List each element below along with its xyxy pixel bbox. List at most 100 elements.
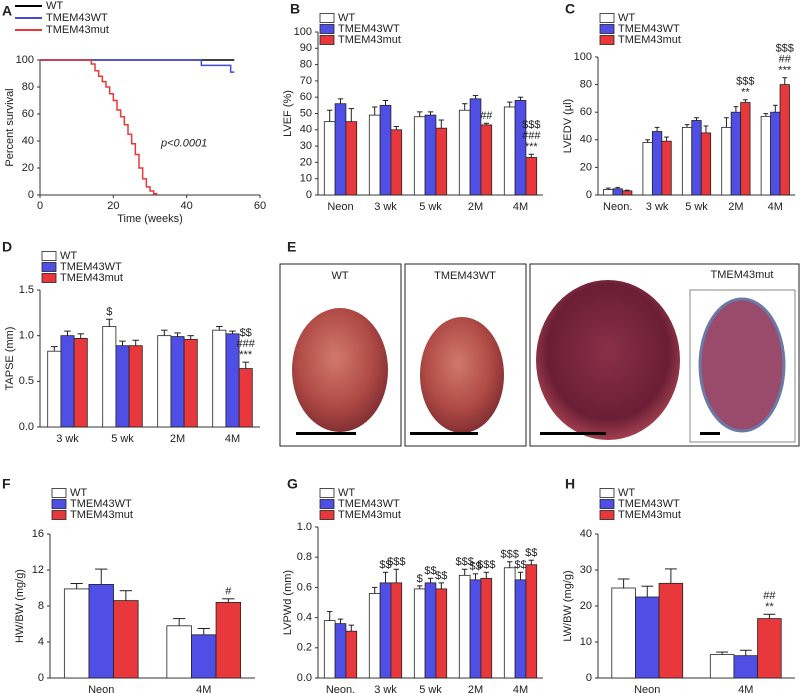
x-tick-label: Neon. xyxy=(603,201,632,213)
legend-label: TMEM43mut xyxy=(46,24,109,36)
y-tick-label: 70 xyxy=(300,75,312,87)
legend-label: TMEM43mut xyxy=(618,509,681,521)
y-tick-label: 16 xyxy=(32,528,44,540)
bar xyxy=(88,584,114,679)
bar xyxy=(102,326,117,428)
legend-swatch xyxy=(319,488,335,498)
scale-bar xyxy=(410,432,478,435)
panel-letter: C xyxy=(565,1,575,17)
panel-letter: F xyxy=(2,476,11,492)
bar xyxy=(770,111,781,196)
bar xyxy=(480,577,493,679)
bar xyxy=(191,634,217,679)
y-tick-label: 30 xyxy=(300,140,312,152)
x-tick-label: 4M xyxy=(513,684,528,693)
y-tick-label: 0.4 xyxy=(297,612,312,624)
y-tick-label: 1.0 xyxy=(297,521,312,533)
x-tick-label: 4M xyxy=(196,684,211,693)
y-axis-title: TAPSE (mm) xyxy=(4,327,16,391)
bar xyxy=(212,329,227,428)
bar xyxy=(503,106,516,196)
x-tick-label: Neon xyxy=(327,201,353,213)
bar xyxy=(757,618,782,679)
significance-label: ## xyxy=(779,54,792,66)
y-tick-label: 50 xyxy=(300,107,312,119)
bar xyxy=(480,124,493,196)
x-tick-label: Neon xyxy=(88,684,114,693)
y-tick-label: 60 xyxy=(580,106,592,118)
bar xyxy=(514,579,527,679)
y-tick-label: 60 xyxy=(300,91,312,103)
bar xyxy=(651,131,663,196)
legend-label: WT xyxy=(60,250,77,262)
y-tick-label: 80 xyxy=(22,81,34,93)
bar xyxy=(115,345,130,428)
x-tick-label: 5 wk xyxy=(419,684,442,693)
annotation: p<0.0001 xyxy=(160,138,207,150)
photo-label: TMEM43mut xyxy=(711,269,774,281)
bar xyxy=(424,114,437,196)
y-axis-title: LVPWd (mm) xyxy=(282,570,294,635)
legend-swatch xyxy=(41,262,57,272)
heart-photo xyxy=(420,317,504,433)
x-tick-label: 5 wk xyxy=(419,201,442,213)
legend-label: TMEM43WT xyxy=(46,12,108,24)
bar xyxy=(238,368,253,428)
bar xyxy=(47,350,62,428)
y-tick-label: 10 xyxy=(580,636,592,648)
legend-label: WT xyxy=(618,12,635,24)
photo-label: TMEM43WT xyxy=(434,270,496,282)
scale-bar xyxy=(296,432,356,435)
significance-label: $$$ xyxy=(776,43,794,55)
legend-swatch xyxy=(319,24,335,34)
legend-swatch xyxy=(319,13,335,23)
panel-letter: E xyxy=(287,239,296,255)
bar xyxy=(413,588,426,679)
bar xyxy=(166,625,192,679)
significance-label: $$$ xyxy=(387,556,405,568)
y-tick-label: 40 xyxy=(300,124,312,136)
bar xyxy=(379,582,392,679)
histology-section xyxy=(698,297,786,433)
x-tick-label: 60 xyxy=(254,200,266,212)
significance-label: $ xyxy=(106,306,112,318)
x-tick-label: 2M xyxy=(170,433,185,445)
significance-label: $$ xyxy=(424,565,436,577)
y-tick-label: 20 xyxy=(22,162,34,174)
y-tick-label: 40 xyxy=(580,134,592,146)
y-tick-label: 0 xyxy=(586,189,592,201)
bar xyxy=(390,129,403,196)
bar xyxy=(681,126,693,196)
bar xyxy=(73,338,88,428)
bar xyxy=(215,602,242,679)
significance-label: $$ xyxy=(379,559,391,571)
y-tick-label: 100 xyxy=(16,54,34,66)
legend-label: TMEM43WT xyxy=(70,498,132,510)
y-tick-label: 0 xyxy=(586,672,592,684)
bar xyxy=(730,111,742,196)
legend-swatch xyxy=(599,488,615,498)
bar xyxy=(709,654,735,679)
bar xyxy=(740,102,751,196)
bar xyxy=(170,336,185,428)
legend-label: WT xyxy=(338,12,355,24)
panel-letter: H xyxy=(565,476,575,492)
legend-label: TMEM43WT xyxy=(618,23,680,35)
bar xyxy=(113,600,139,679)
y-tick-label: 20 xyxy=(580,600,592,612)
y-tick-label: 0 xyxy=(38,672,44,684)
bar xyxy=(63,588,90,679)
bar xyxy=(661,140,672,196)
significance-label: ** xyxy=(741,87,750,99)
bar xyxy=(435,588,448,679)
significance-label: *** xyxy=(778,65,792,77)
bar xyxy=(733,655,758,679)
scale-bar xyxy=(700,432,720,435)
bar xyxy=(368,593,381,679)
bar xyxy=(345,121,358,196)
significance-label: $$ xyxy=(525,547,537,559)
significance-label: $$ xyxy=(469,561,481,573)
y-tick-label: 80 xyxy=(300,59,312,71)
x-tick-label: 4M xyxy=(768,201,783,213)
